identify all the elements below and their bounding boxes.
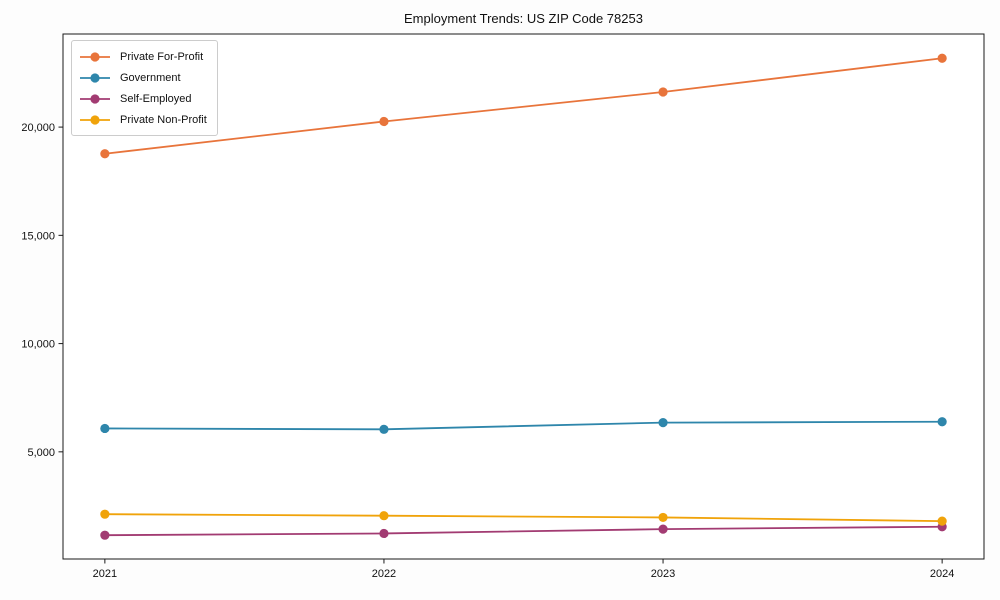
data-point-private-non-profit-2024 (937, 516, 947, 526)
data-point-private-for-profit-2022 (379, 116, 389, 127)
data-point-private-for-profit-2021 (100, 149, 110, 159)
data-point-government-2023 (658, 418, 668, 428)
x-tick-label: 2021 (93, 568, 117, 580)
legend-marker-icon (80, 93, 110, 104)
legend-label: Private Non-Profit (120, 113, 207, 126)
series-line-private-for-profit (103, 57, 944, 155)
series-private-non-profit (100, 509, 947, 526)
legend-label: Self-Employed (120, 92, 192, 105)
legend-item-government: Government (79, 67, 207, 88)
series-line-self-employed (103, 525, 944, 537)
data-point-private-for-profit-2023 (658, 87, 668, 97)
chart-title: Employment Trends: US ZIP Code 78253 (404, 11, 643, 26)
y-tick-label: 5,000 (27, 447, 55, 459)
data-point-government-2021 (100, 423, 110, 434)
legend-marker-icon (80, 72, 110, 83)
x-tick-label: 2023 (651, 568, 675, 580)
series-line-government (103, 420, 944, 431)
series-private-for-profit (100, 53, 947, 159)
data-point-private-non-profit-2023 (658, 512, 668, 523)
x-axis: 2021 2022 2023 2024 (93, 559, 954, 580)
y-tick-label: 10,000 (21, 339, 55, 351)
legend-marker-icon (80, 114, 110, 125)
legend-item-private-non-profit: Private Non-Profit (79, 109, 207, 130)
data-point-private-non-profit-2022 (379, 511, 389, 521)
legend-label: Government (120, 71, 181, 84)
x-tick-label: 2024 (930, 568, 954, 580)
y-axis: 5,000 10,000 15,000 20,000 (21, 122, 63, 459)
legend-label: Private For-Profit (120, 50, 204, 63)
legend-item-private-for-profit: Private For-Profit (79, 46, 207, 67)
data-point-self-employed-2022 (379, 528, 389, 539)
data-point-self-employed-2023 (658, 524, 668, 534)
data-point-government-2022 (379, 424, 389, 434)
legend-item-self-employed: Self-Employed (79, 88, 207, 109)
data-point-private-for-profit-2024 (937, 53, 947, 63)
data-point-private-non-profit-2021 (100, 509, 110, 519)
y-tick-label: 20,000 (21, 122, 55, 134)
data-point-government-2024 (937, 417, 947, 427)
legend-marker-icon (80, 51, 110, 62)
x-tick-label: 2022 (372, 568, 396, 580)
series-line-private-non-profit (103, 513, 944, 523)
legend: Private For-Profit Government Self-Employe… (71, 40, 218, 136)
y-tick-label: 15,000 (21, 230, 55, 242)
series-government (100, 417, 947, 434)
data-point-self-employed-2021 (100, 530, 110, 540)
